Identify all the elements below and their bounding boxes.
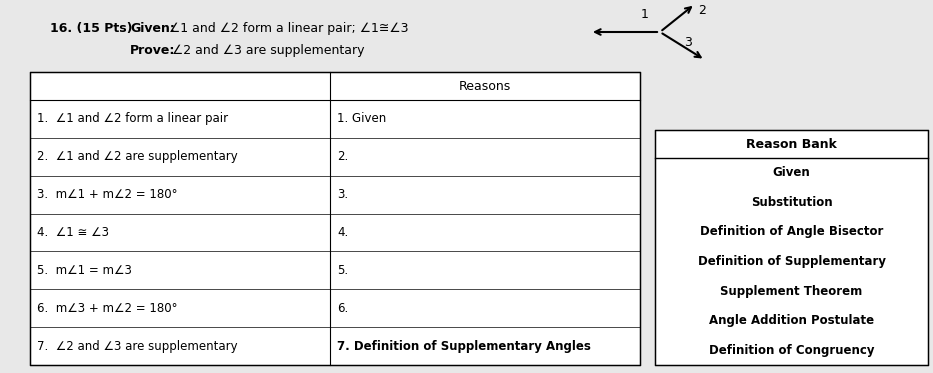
- Text: 1: 1: [641, 7, 649, 21]
- Text: ∠2 and ∠3 are supplementary: ∠2 and ∠3 are supplementary: [168, 44, 365, 57]
- Bar: [655, 130, 928, 365]
- Text: 4.: 4.: [337, 226, 348, 239]
- Text: Reasons: Reasons: [459, 79, 511, 93]
- Text: 4.  ∠1 ≅ ∠3: 4. ∠1 ≅ ∠3: [37, 226, 109, 239]
- Text: 1.  ∠1 and ∠2 form a linear pair: 1. ∠1 and ∠2 form a linear pair: [37, 112, 229, 125]
- Text: 7. Definition of Supplementary Angles: 7. Definition of Supplementary Angles: [337, 339, 591, 352]
- Text: 3.: 3.: [337, 188, 348, 201]
- Text: Angle Addition Postulate: Angle Addition Postulate: [709, 314, 874, 327]
- Text: 2.: 2.: [337, 150, 348, 163]
- Text: Definition of Supplementary: Definition of Supplementary: [698, 255, 885, 268]
- Text: Definition of Angle Bisector: Definition of Angle Bisector: [700, 225, 884, 238]
- Text: 1. Given: 1. Given: [337, 112, 386, 125]
- Text: 3.  m∠1 + m∠2 = 180°: 3. m∠1 + m∠2 = 180°: [37, 188, 177, 201]
- Text: Supplement Theorem: Supplement Theorem: [720, 285, 863, 298]
- Text: 16. (15 Pts): 16. (15 Pts): [50, 22, 132, 35]
- Text: 5.: 5.: [337, 264, 348, 277]
- Text: Prove:: Prove:: [130, 44, 175, 57]
- Text: 7.  ∠2 and ∠3 are supplementary: 7. ∠2 and ∠3 are supplementary: [37, 339, 238, 352]
- Text: Reason Bank: Reason Bank: [746, 138, 837, 150]
- Text: Substitution: Substitution: [751, 196, 832, 209]
- Text: 6.: 6.: [337, 302, 348, 315]
- Text: 5.  m∠1 = m∠3: 5. m∠1 = m∠3: [37, 264, 132, 277]
- Text: Definition of Congruency: Definition of Congruency: [709, 344, 874, 357]
- Text: Given:: Given:: [130, 22, 174, 35]
- Text: 6.  m∠3 + m∠2 = 180°: 6. m∠3 + m∠2 = 180°: [37, 302, 177, 315]
- Text: 2.  ∠1 and ∠2 are supplementary: 2. ∠1 and ∠2 are supplementary: [37, 150, 238, 163]
- Text: 2: 2: [698, 3, 706, 16]
- Bar: [30, 72, 640, 365]
- Text: 3: 3: [684, 35, 692, 48]
- Text: ∠1 and ∠2 form a linear pair; ∠1≅∠3: ∠1 and ∠2 form a linear pair; ∠1≅∠3: [165, 22, 409, 35]
- Text: Given: Given: [773, 166, 811, 179]
